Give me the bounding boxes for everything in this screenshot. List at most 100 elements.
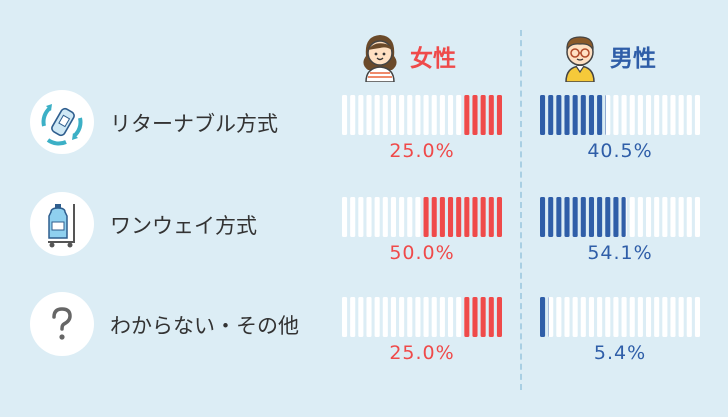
bar-segment-filled	[447, 197, 454, 237]
question-mark-icon	[30, 292, 94, 356]
bar-segment-empty	[670, 95, 676, 135]
bar-segment-empty	[431, 95, 437, 135]
bar-segment-empty	[399, 95, 405, 135]
bar-segment-filled	[572, 197, 578, 237]
row-one-way: ワンウェイ方式 50.0% 54.1%	[0, 192, 728, 282]
bar-segment-filled	[564, 95, 570, 135]
bar-segment-filled	[472, 297, 478, 337]
bar-segment-empty	[654, 95, 660, 135]
row-unknown-other: わからない・その他 25.0% 5.4%	[0, 292, 728, 382]
bar-segment-empty	[415, 197, 421, 237]
bar-segment-filled	[488, 197, 494, 237]
bar-segment-empty	[645, 95, 652, 135]
female-avatar-icon	[363, 35, 397, 82]
bar-segment-filled	[423, 197, 429, 237]
bar-segment-empty	[548, 297, 554, 337]
bar-segment-filled	[488, 95, 494, 135]
bar-segment-empty	[342, 197, 348, 237]
bar-segment-filled	[464, 297, 470, 337]
bar-segment-empty	[350, 197, 356, 237]
row-label: わからない・その他	[110, 314, 299, 338]
bar-segment-empty	[415, 95, 421, 135]
legend-female: 女性	[356, 28, 456, 84]
bar-segment-empty	[670, 297, 676, 337]
bar-segment-empty	[366, 197, 372, 237]
bar-segment-filled	[480, 95, 486, 135]
bar-segment-empty	[613, 297, 619, 337]
male-bar-group	[540, 95, 700, 135]
bar-segment-empty	[645, 297, 652, 337]
bar-segment-empty	[662, 297, 668, 337]
bar-segment-filled	[540, 297, 546, 337]
male-percent-label: 54.1%	[587, 242, 653, 264]
bar-segment-empty	[678, 95, 684, 135]
row-label: ワンウェイ方式	[110, 214, 257, 238]
bar-segment-empty	[358, 197, 364, 237]
bar-segment-filled	[464, 95, 470, 135]
bar-segment-empty	[564, 297, 570, 337]
bar-segment-empty	[654, 197, 660, 237]
bar-segment-filled	[464, 197, 470, 237]
bar-segment-filled	[572, 95, 578, 135]
bar-segment-filled	[556, 197, 562, 237]
bar-segment-empty	[350, 95, 356, 135]
bar-segment-filled	[540, 95, 546, 135]
bar-segment-filled	[548, 95, 554, 135]
female-bar-group	[342, 95, 502, 135]
bar-segment-empty	[390, 297, 397, 337]
bar-segment-filled	[613, 197, 619, 237]
bar-segment-filled	[472, 197, 478, 237]
bar-segment-empty	[580, 297, 586, 337]
bar-segment-empty	[342, 95, 348, 135]
bar-segment-empty	[597, 297, 603, 337]
bar-segment-empty	[686, 95, 692, 135]
bar-segment-empty	[407, 95, 413, 135]
bar-segment-empty	[382, 297, 388, 337]
bar-segment-filled	[588, 95, 595, 135]
bar-segment-empty	[447, 95, 454, 135]
bar-segment-empty	[374, 197, 380, 237]
female-bar	[342, 197, 502, 237]
bar-segment-empty	[645, 197, 652, 237]
bar-segment-filled	[621, 197, 626, 237]
male-bar-group	[540, 297, 700, 337]
bar-segment-empty	[694, 95, 700, 135]
water-bottle-cart-icon	[30, 192, 94, 256]
bar-segment-empty	[686, 197, 692, 237]
bar-segment-filled	[605, 95, 606, 135]
bar-segment-empty	[390, 95, 397, 135]
bar-segment-empty	[572, 297, 578, 337]
bar-segment-empty	[621, 95, 627, 135]
bar-segment-empty	[456, 297, 462, 337]
female-bar-group	[342, 297, 502, 337]
bar-segment-filled	[548, 197, 554, 237]
bar-segment-empty	[439, 297, 445, 337]
bar-segment-empty	[439, 95, 445, 135]
female-bar	[342, 297, 502, 337]
row-label: リターナブル方式	[110, 112, 278, 136]
bar-segment-empty	[629, 95, 635, 135]
female-label: 女性	[410, 46, 456, 72]
male-bar	[540, 197, 700, 237]
bar-segment-filled	[488, 297, 494, 337]
recycle-bottle-icon	[30, 90, 94, 154]
bar-segment-filled	[456, 197, 462, 237]
male-bar	[540, 297, 700, 337]
bar-segment-empty	[637, 297, 643, 337]
bar-segment-empty	[447, 297, 454, 337]
bar-segment-empty	[662, 197, 668, 237]
bar-segment-empty	[423, 95, 429, 135]
bar-segment-filled	[564, 197, 570, 237]
bar-segment-empty	[407, 197, 413, 237]
bar-segment-empty	[670, 197, 676, 237]
bar-segment-empty	[637, 197, 643, 237]
bar-segment-filled	[480, 297, 486, 337]
bar-segment-empty	[588, 297, 595, 337]
male-label: 男性	[610, 46, 656, 72]
bar-segment-empty	[629, 197, 635, 237]
bar-segment-filled	[472, 95, 478, 135]
female-percent-label: 25.0%	[389, 342, 455, 364]
male-percent-label: 5.4%	[593, 342, 647, 364]
bar-segment-empty	[358, 95, 364, 135]
bar-segment-empty	[678, 197, 684, 237]
